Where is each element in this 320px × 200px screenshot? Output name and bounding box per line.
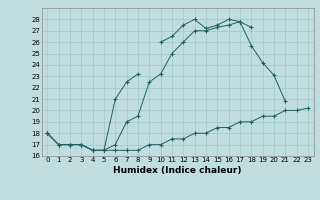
X-axis label: Humidex (Indice chaleur): Humidex (Indice chaleur)	[113, 166, 242, 175]
